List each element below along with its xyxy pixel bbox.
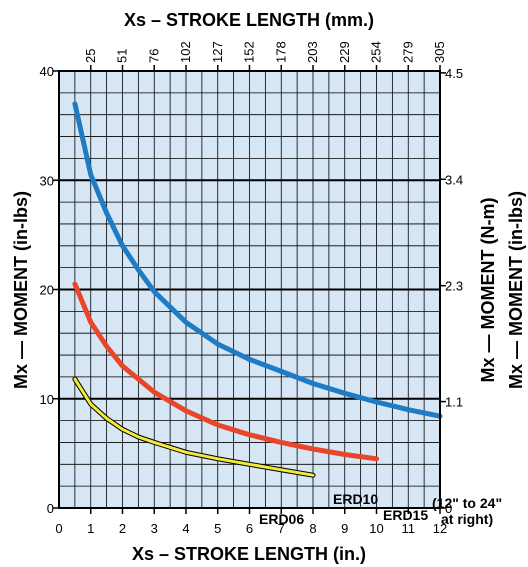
x-tick-label: 5 xyxy=(214,521,221,536)
top-tick-label: 127 xyxy=(210,41,225,63)
series-line-erd10 xyxy=(72,281,379,462)
y2-tick-label: 3.4 xyxy=(445,172,463,187)
y-axis-label-clipped: Mx — MOMENT (in-lbs) xyxy=(506,191,526,389)
x-tick-label-origin: 0 xyxy=(55,521,62,536)
y2-tick-label: 2.3 xyxy=(445,279,463,294)
top-tick-label: 229 xyxy=(337,41,352,63)
x-tick-label: 6 xyxy=(246,521,253,536)
top-tick-label: 203 xyxy=(305,41,320,63)
y-tick-label: 20 xyxy=(40,283,54,298)
series-line-erd15 xyxy=(72,101,443,419)
x-tick-label: 1 xyxy=(87,521,94,536)
y2-tick-label: 1.1 xyxy=(445,395,463,410)
x-tick-label: 2 xyxy=(119,521,126,536)
x-tick-label: 3 xyxy=(151,521,158,536)
chart-title: Xs – STROKE LENGTH (mm.) xyxy=(124,10,374,30)
top-tick-label: 254 xyxy=(369,41,384,63)
major-grid xyxy=(59,179,440,400)
top-tick-label: 51 xyxy=(115,49,130,63)
y2-tick-label: 0 xyxy=(445,501,452,516)
top-tick-label: 178 xyxy=(273,41,288,63)
top-tick-label: 279 xyxy=(400,41,415,63)
x-axis-label: Xs – STROKE LENGTH (in.) xyxy=(132,544,366,564)
top-tick-label: 76 xyxy=(146,49,161,63)
x-tick-label: 8 xyxy=(309,521,316,536)
y-tick-label: 30 xyxy=(40,173,54,188)
x-tick-label: 4 xyxy=(182,521,189,536)
erd10-label: ERD10 xyxy=(333,491,378,507)
x-tick-label: 10 xyxy=(369,521,383,536)
series-line-erd06 xyxy=(73,377,315,477)
erd15-range-note-line2: at right) xyxy=(441,511,493,527)
y2-tick-label: 4.5 xyxy=(445,66,463,81)
x-tick-label: 9 xyxy=(341,521,348,536)
x-tick-label: 7 xyxy=(278,521,285,536)
erd06-label: ERD06 xyxy=(259,511,304,527)
y-tick-label: 10 xyxy=(40,392,54,407)
x-tick-label: 12 xyxy=(433,521,447,536)
x-tick-label: 11 xyxy=(402,521,416,536)
y-axis-label-right: Mx — MOMENT (N-m) xyxy=(478,198,498,383)
erd15-label: ERD15 xyxy=(383,507,428,523)
top-tick-label: 305 xyxy=(432,41,447,63)
top-tick-label: 25 xyxy=(83,49,98,63)
top-tick-label: 152 xyxy=(242,41,257,63)
series-layer xyxy=(72,101,443,478)
y-tick-label: 0 xyxy=(47,501,54,516)
erd15-range-note-line1: (12" to 24" xyxy=(432,495,502,511)
y-tick-label: 40 xyxy=(40,64,54,79)
top-tick-label: 102 xyxy=(178,41,193,63)
y-axis-label-left: Mx — MOMENT (in-lbs) xyxy=(11,191,31,389)
